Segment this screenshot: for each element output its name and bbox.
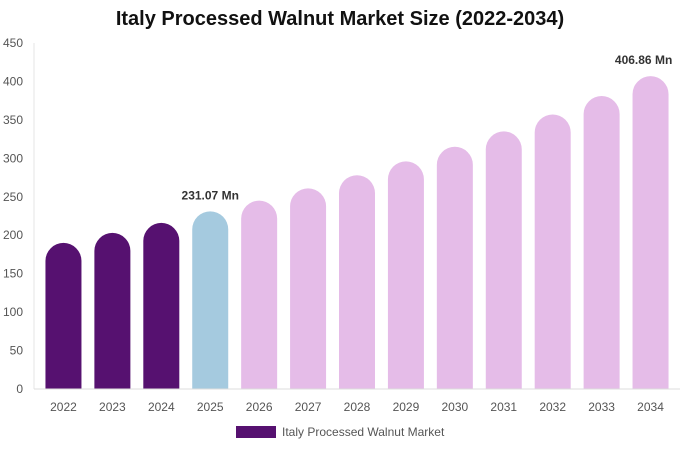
bar-2027 — [290, 188, 327, 389]
y-tick-label: 0 — [16, 382, 23, 396]
bars-group — [45, 76, 669, 390]
y-tick-label: 400 — [3, 74, 23, 88]
x-tick-label: 2027 — [295, 400, 322, 414]
bar-2028 — [339, 175, 375, 389]
bar-2022 — [45, 242, 82, 389]
chart-title: Italy Processed Walnut Market Size (2022… — [115, 8, 565, 30]
bar-2030 — [436, 146, 473, 389]
bar-2023 — [94, 232, 131, 389]
x-tick-label: 2029 — [393, 400, 420, 414]
bar-2032 — [534, 114, 571, 390]
x-tick-label: 2025 — [197, 400, 224, 414]
x-tick-label: 2028 — [344, 400, 371, 414]
legend-label: Italy Processed Walnut Market — [282, 425, 445, 439]
y-tick-label: 200 — [3, 228, 23, 242]
bar-2029 — [387, 161, 424, 389]
data-label-2034: 406.86 Mn — [615, 53, 672, 67]
x-tick-label: 2023 — [99, 400, 126, 414]
bar-2031 — [485, 131, 522, 389]
bar-2025 — [192, 211, 229, 389]
x-tick-label: 2022 — [50, 400, 77, 414]
y-tick-label: 100 — [3, 305, 23, 319]
data-labels-group: 231.07 Mn 406.86 Mn — [182, 53, 673, 202]
y-axis: 0 50 100 150 200 250 300 350 400 450 — [3, 36, 35, 396]
bar-2033 — [583, 96, 620, 389]
x-tick-label: 2032 — [539, 400, 566, 414]
x-tick-label: 2024 — [148, 400, 175, 414]
y-tick-label: 250 — [3, 190, 23, 204]
y-tick-label: 300 — [3, 151, 23, 165]
y-tick-label: 150 — [3, 267, 23, 281]
x-tick-label: 2030 — [441, 400, 468, 414]
y-tick-label: 450 — [3, 36, 23, 50]
bar-2024 — [143, 222, 180, 389]
legend-swatch — [236, 426, 276, 438]
x-tick-label: 2031 — [490, 400, 517, 414]
y-tick-label: 350 — [3, 113, 23, 127]
bar-2026 — [241, 200, 278, 389]
legend: Italy Processed Walnut Market — [236, 425, 444, 439]
x-tick-label: 2033 — [588, 400, 615, 414]
x-axis: 2022 2023 2024 2025 2026 2027 2028 2029 2030 2031… — [34, 388, 680, 414]
x-tick-label: 2026 — [246, 400, 273, 414]
x-tick-label: 2034 — [637, 400, 664, 414]
data-label-2025: 231.07 Mn — [182, 188, 239, 202]
bar-2034 — [632, 76, 669, 390]
y-tick-label: 50 — [10, 344, 24, 358]
